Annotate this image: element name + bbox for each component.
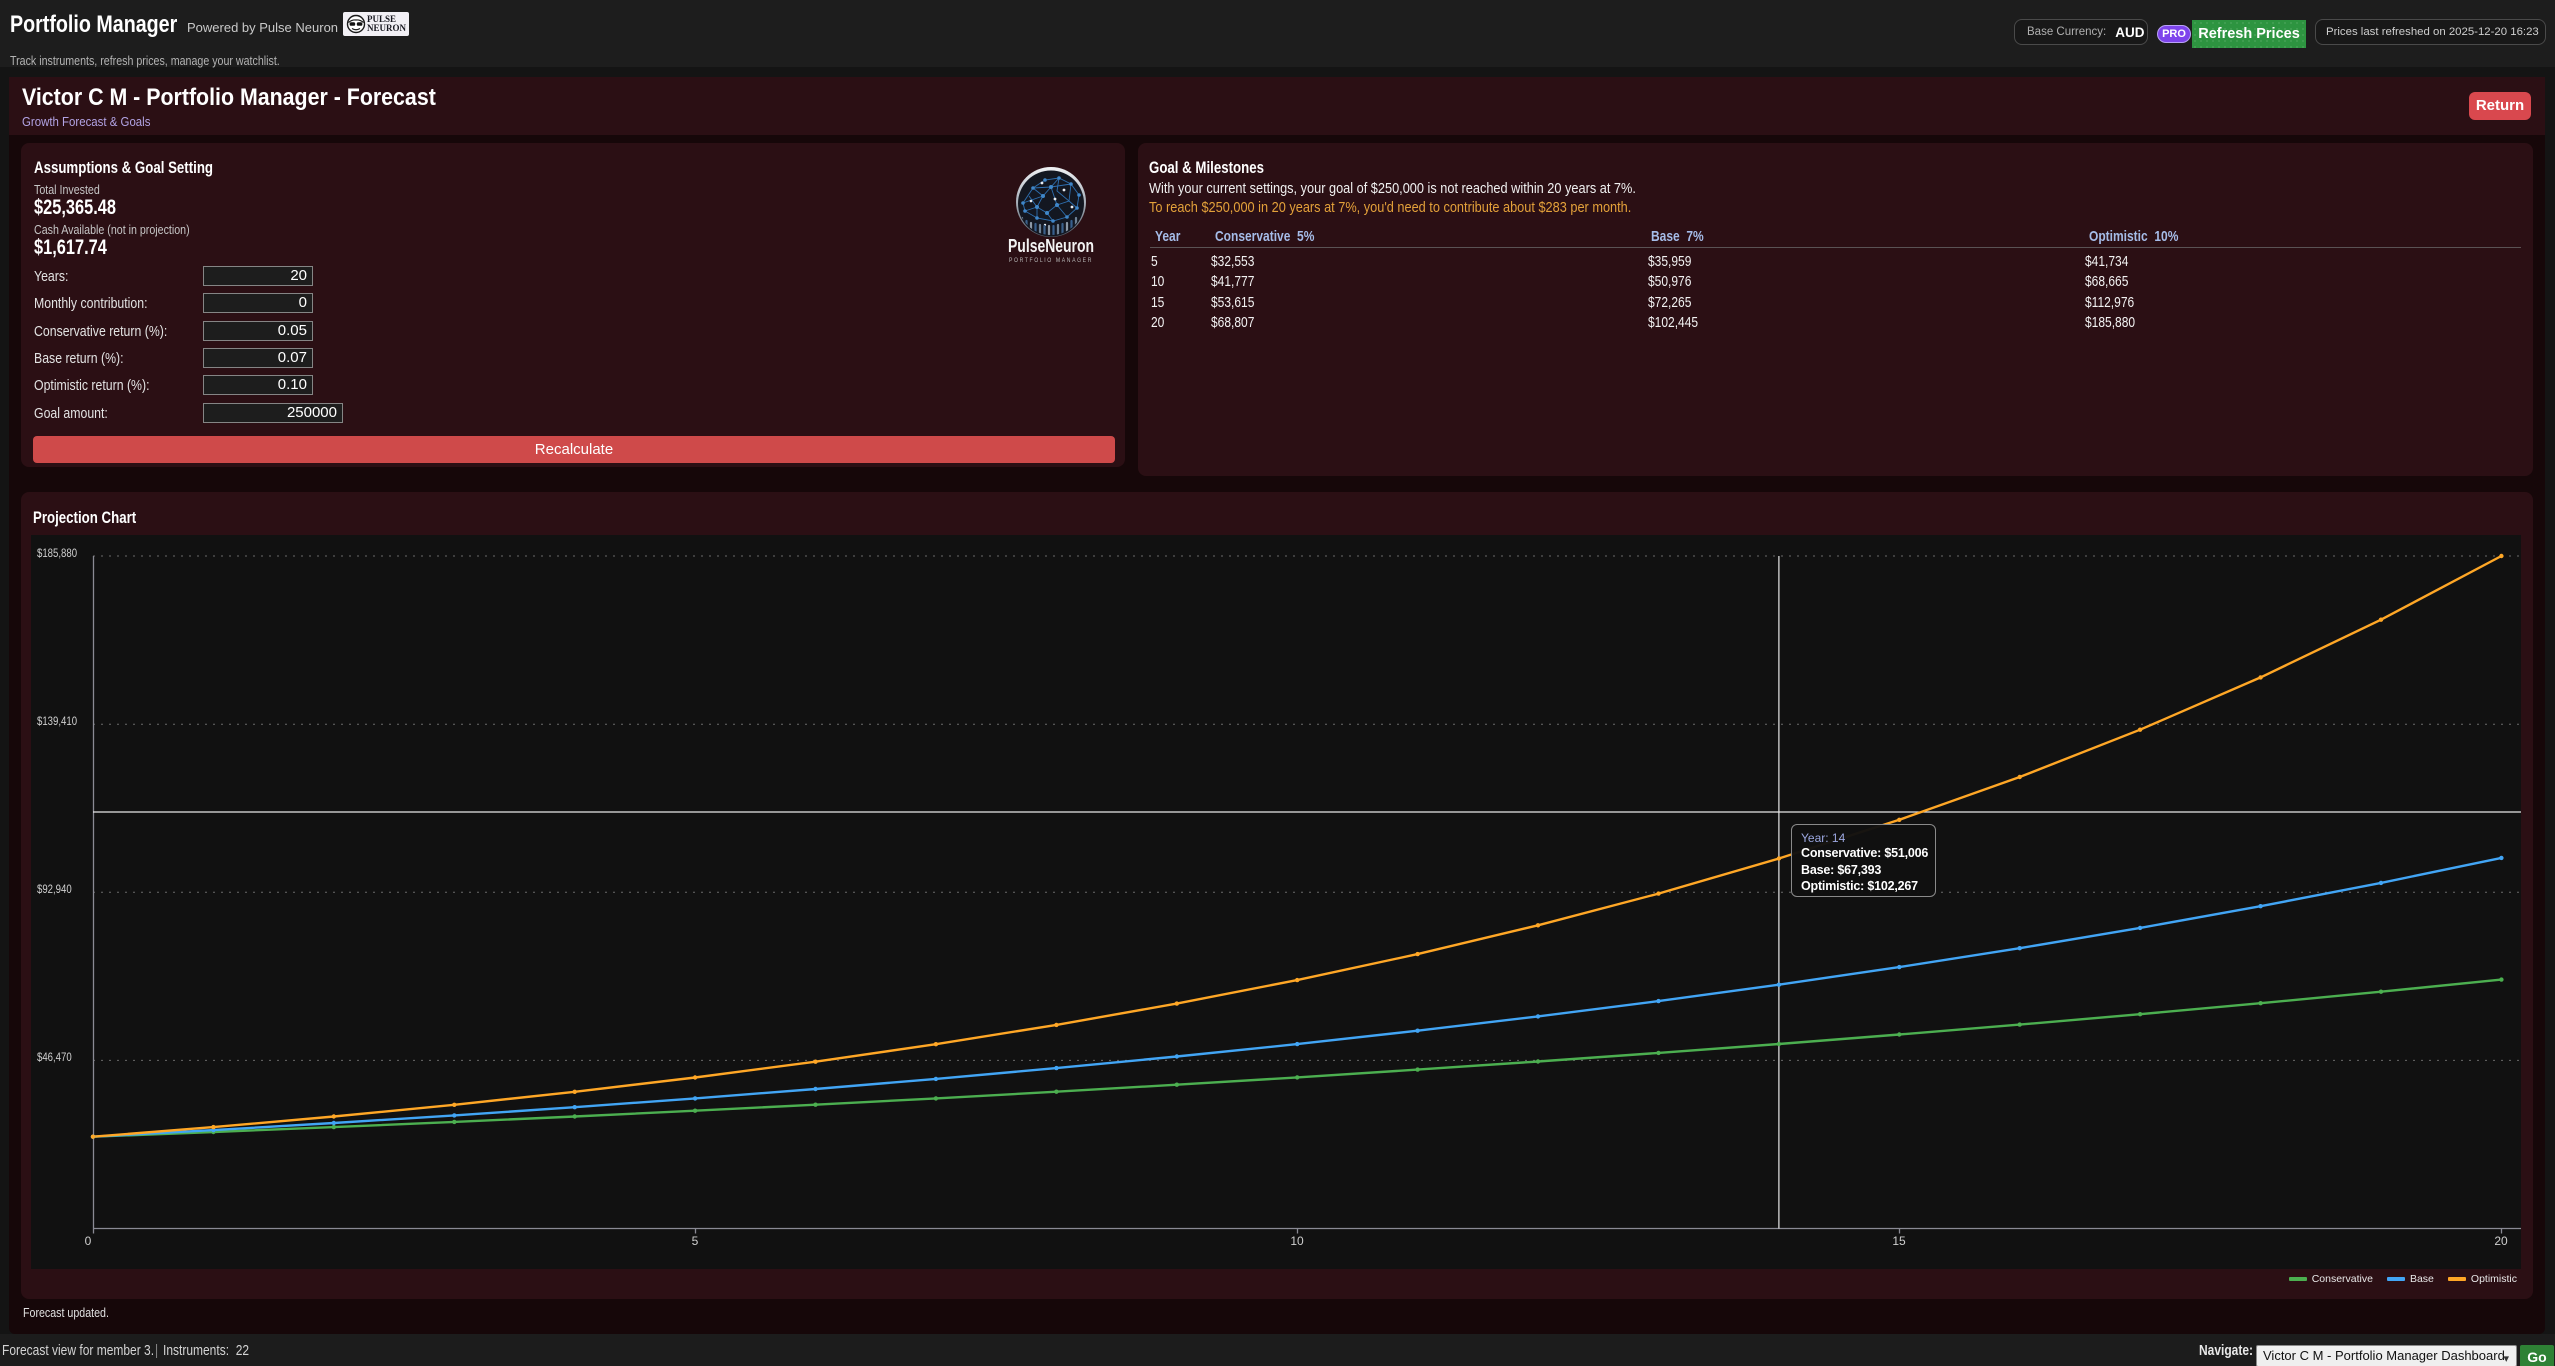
svg-text:PulseNeuron: PulseNeuron: [1008, 236, 1094, 256]
svg-text:PORTFOLIO MANAGER: PORTFOLIO MANAGER: [1009, 257, 1093, 264]
